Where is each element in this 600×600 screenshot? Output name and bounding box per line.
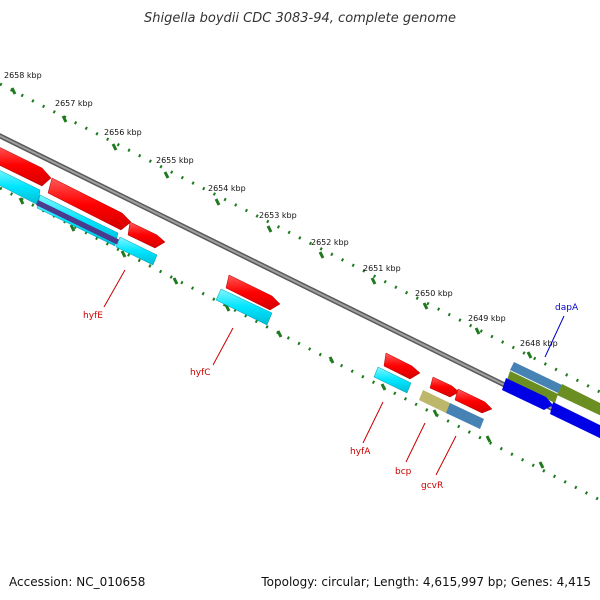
tick-label: 2657 kbp (55, 99, 93, 108)
gene-labels: hyfE hyfC hyfA bcp gcvR dapA (83, 303, 579, 491)
misc-feature-olive[interactable] (507, 371, 558, 403)
misc-feature-steel[interactable] (510, 362, 562, 393)
tick-label: 2650 kbp (415, 289, 453, 298)
outer-tick-ring (0, 82, 600, 394)
cds-forward[interactable] (429, 376, 460, 398)
map-title: Shigella boydii CDC 3083-94, complete ge… (144, 11, 456, 26)
gene-label-hyfC: hyfC (190, 368, 210, 378)
tick-label: 2656 kbp (104, 128, 142, 137)
tick-labels: 2658 kbp 2657 kbp 2656 kbp 2655 kbp 2654… (4, 71, 558, 348)
major-ticks (10, 87, 533, 359)
gene-callout-lines (103, 269, 565, 476)
cds-reverse[interactable] (215, 288, 273, 326)
cds-forward[interactable] (454, 388, 493, 414)
inner-tick-ring (0, 186, 600, 502)
forward-strand-features (0, 145, 493, 414)
misc-feature-purple[interactable] (36, 200, 120, 245)
cds-forward[interactable] (47, 177, 132, 231)
gene-label-hyfA: hyfA (350, 447, 371, 457)
reverse-strand-features (0, 170, 600, 443)
misc-feature-khaki[interactable] (419, 390, 452, 414)
cds-forward[interactable] (0, 145, 52, 187)
genome-summary-text: Topology: circular; Length: 4,615,997 bp… (260, 575, 591, 589)
tick-label: 2658 kbp (4, 71, 42, 80)
cds-reverse[interactable] (115, 236, 158, 266)
cds-forward[interactable] (383, 352, 421, 380)
gene-label-dapA: dapA (555, 303, 579, 313)
misc-feature-steel[interactable] (446, 403, 484, 429)
tick-label: 2649 kbp (468, 314, 506, 323)
cds-forward[interactable] (127, 221, 166, 249)
cds-forward[interactable] (225, 274, 281, 311)
accession-text: Accession: NC_010658 (9, 575, 145, 589)
tick-label: 2655 kbp (156, 156, 194, 165)
tick-label: 2648 kbp (520, 339, 558, 348)
cds-blue[interactable] (550, 402, 600, 443)
tick-label: 2652 kbp (311, 238, 349, 247)
tick-label: 2653 kbp (259, 211, 297, 220)
cds-reverse[interactable] (373, 366, 412, 394)
misc-feature-olive[interactable] (557, 384, 600, 420)
gene-label-gcvR: gcvR (421, 481, 443, 491)
gene-label-hyfE: hyfE (83, 311, 103, 321)
cds-blue[interactable] (502, 378, 553, 410)
gene-label-bcp: bcp (395, 467, 412, 477)
tick-label: 2651 kbp (363, 264, 401, 273)
tick-label: 2654 kbp (208, 184, 246, 193)
